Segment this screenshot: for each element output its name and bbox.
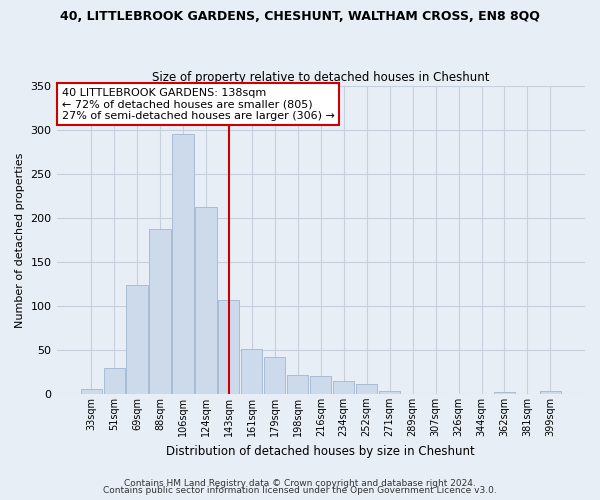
Bar <box>149 228 170 394</box>
Text: 40 LITTLEBROOK GARDENS: 138sqm
← 72% of detached houses are smaller (805)
27% of: 40 LITTLEBROOK GARDENS: 138sqm ← 72% of … <box>62 88 335 121</box>
Bar <box>218 300 239 394</box>
Bar <box>494 392 515 394</box>
Bar <box>104 368 125 394</box>
Text: 40, LITTLEBROOK GARDENS, CHESHUNT, WALTHAM CROSS, EN8 8QQ: 40, LITTLEBROOK GARDENS, CHESHUNT, WALTH… <box>60 10 540 23</box>
Text: Contains public sector information licensed under the Open Government Licence v3: Contains public sector information licen… <box>103 486 497 495</box>
Bar <box>241 349 262 394</box>
Text: Contains HM Land Registry data © Crown copyright and database right 2024.: Contains HM Land Registry data © Crown c… <box>124 478 476 488</box>
Title: Size of property relative to detached houses in Cheshunt: Size of property relative to detached ho… <box>152 70 490 84</box>
Bar <box>172 134 194 394</box>
X-axis label: Distribution of detached houses by size in Cheshunt: Distribution of detached houses by size … <box>166 444 475 458</box>
Y-axis label: Number of detached properties: Number of detached properties <box>15 152 25 328</box>
Bar <box>356 384 377 394</box>
Bar <box>80 390 101 394</box>
Bar <box>196 206 217 394</box>
Bar <box>333 380 354 394</box>
Bar <box>310 376 331 394</box>
Bar <box>540 392 561 394</box>
Bar <box>264 357 286 394</box>
Bar <box>287 374 308 394</box>
Bar <box>379 392 400 394</box>
Bar <box>127 285 148 394</box>
